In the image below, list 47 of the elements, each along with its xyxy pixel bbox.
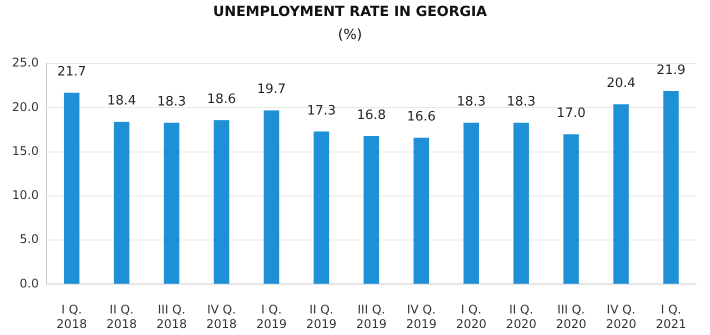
bar xyxy=(613,104,629,284)
data-label: 17.3 xyxy=(306,103,336,118)
bar xyxy=(364,136,380,284)
x-tick-label: IV Q. 2018 xyxy=(206,302,237,331)
bar xyxy=(114,122,130,284)
x-tick-label: III Q. 2018 xyxy=(156,302,187,331)
bar xyxy=(663,90,679,284)
bar xyxy=(264,110,280,284)
bar xyxy=(464,122,479,284)
bar xyxy=(314,132,330,284)
data-label: 18.6 xyxy=(207,92,236,107)
data-label: 18.3 xyxy=(506,94,536,110)
data-label: 17.0 xyxy=(556,106,586,122)
data-label: 21.7 xyxy=(57,64,86,80)
data-label: 21.9 xyxy=(656,62,686,78)
y-tick-label: 20.0 xyxy=(12,100,39,114)
x-tick-label: IV Q. 2019 xyxy=(406,302,437,331)
data-label: 18.4 xyxy=(107,94,136,109)
y-tick-label: 5.0 xyxy=(20,232,39,246)
bar xyxy=(164,122,180,284)
x-tick-label: II Q. 2018 xyxy=(106,302,137,331)
bar xyxy=(513,122,529,284)
chart-subtitle: (%) xyxy=(338,26,362,43)
bar xyxy=(64,92,80,284)
chart-title: UNEMPLOYMENT RATE IN GEORGIA xyxy=(212,4,488,20)
x-tick-label: III Q. 2020 xyxy=(556,302,586,331)
data-label: 18.3 xyxy=(157,94,186,110)
x-tick-label: I Q. 2021 xyxy=(656,302,686,331)
y-tick-label: 15.0 xyxy=(12,144,39,158)
data-label: 19.7 xyxy=(256,82,286,98)
x-tick-label: III Q. 2019 xyxy=(356,302,387,331)
data-label: 16.8 xyxy=(356,108,386,123)
x-tick-label: I Q. 2018 xyxy=(56,302,87,331)
data-label: 20.4 xyxy=(606,76,636,92)
x-tick-label: I Q. 2020 xyxy=(456,302,487,331)
bar xyxy=(414,138,430,284)
y-tick-label: 10.0 xyxy=(12,188,39,202)
x-tick-label: IV Q. 2020 xyxy=(606,302,636,331)
x-tick-label: I Q. 2019 xyxy=(256,302,287,331)
x-tick-label: II Q. 2019 xyxy=(306,302,337,331)
y-tick-label: 0.0 xyxy=(20,276,39,290)
bar xyxy=(214,120,230,284)
data-label: 18.3 xyxy=(456,94,486,110)
y-tick-label: 25.0 xyxy=(12,56,39,70)
bar xyxy=(563,134,579,284)
data-label: 16.6 xyxy=(406,110,436,125)
x-tick-label: II Q. 2020 xyxy=(506,302,536,331)
